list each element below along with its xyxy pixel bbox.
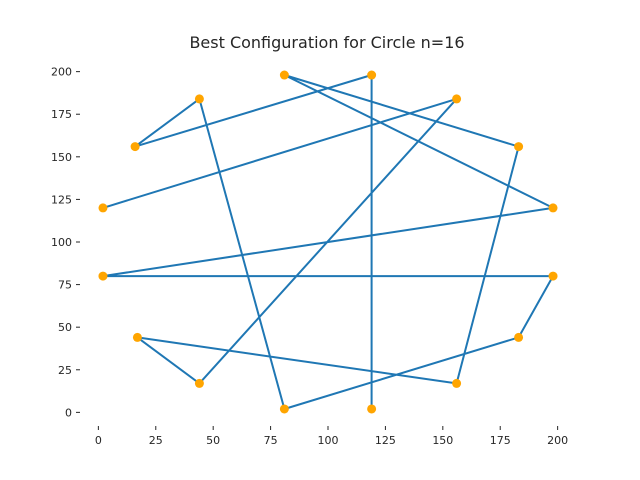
data-point	[279, 70, 289, 80]
data-point	[452, 378, 462, 388]
x-tick-label: 150	[432, 434, 453, 447]
data-point	[132, 332, 142, 342]
data-point	[130, 142, 140, 152]
data-point	[194, 94, 204, 104]
x-axis: 0 25 50 75 100 125 150 175 200	[95, 426, 568, 447]
y-tick-label: 50	[58, 321, 72, 334]
y-tick-label: 25	[58, 364, 72, 377]
y-tick-label: 200	[51, 66, 72, 79]
data-point	[98, 271, 108, 281]
data-point	[194, 378, 204, 388]
x-tick-label: 75	[264, 434, 278, 447]
data-point	[279, 404, 289, 414]
y-tick-label: 150	[51, 151, 72, 164]
x-tick-label: 0	[95, 434, 102, 447]
data-point	[98, 203, 108, 213]
route-line	[102, 74, 554, 410]
data-point	[367, 404, 377, 414]
data-point	[367, 70, 377, 80]
y-tick-label: 175	[51, 108, 72, 121]
data-point	[514, 142, 524, 152]
x-tick-label: 100	[318, 434, 339, 447]
y-tick-label: 125	[51, 193, 72, 206]
points	[98, 70, 558, 414]
data-point	[452, 94, 462, 104]
data-point	[548, 203, 558, 213]
x-tick-label: 25	[149, 434, 163, 447]
y-tick-label: 75	[58, 279, 72, 292]
y-tick-label: 100	[51, 236, 72, 249]
x-tick-label: 175	[490, 434, 511, 447]
data-point	[548, 271, 558, 281]
y-tick-label: 0	[65, 406, 72, 419]
x-tick-label: 200	[547, 434, 568, 447]
chart-title: Best Configuration for Circle n=16	[189, 33, 464, 52]
data-point	[514, 332, 524, 342]
x-tick-label: 50	[206, 434, 220, 447]
y-axis: 0 25 50 75 100 125 150 175 200	[51, 66, 80, 419]
x-tick-label: 125	[375, 434, 396, 447]
